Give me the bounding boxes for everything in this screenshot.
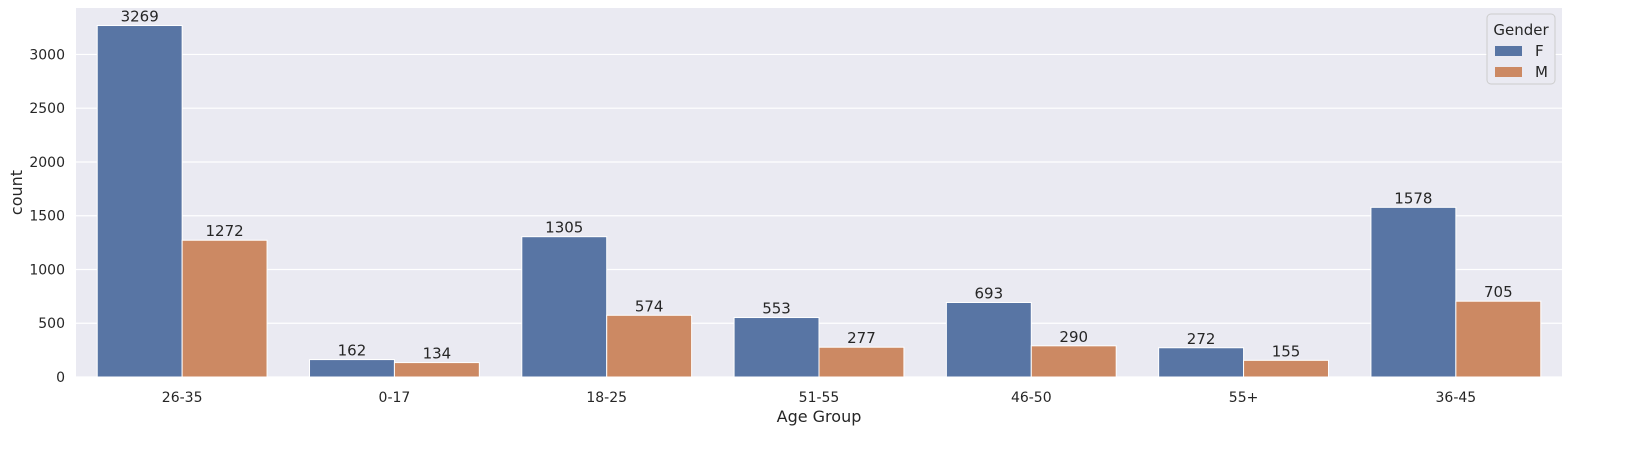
- x-tick-label: 26-35: [162, 390, 203, 406]
- bar: [733, 317, 820, 378]
- y-tick-label: 1500: [29, 209, 65, 225]
- bar: [1243, 359, 1329, 378]
- bar: [181, 239, 268, 378]
- y-axis-label: count: [7, 170, 26, 215]
- y-tick-label: 2000: [29, 155, 65, 171]
- x-tick-label: 51-55: [799, 390, 840, 406]
- y-tick-label: 500: [38, 316, 65, 332]
- x-tick-label: 46-50: [1011, 390, 1052, 406]
- bar: [606, 314, 693, 378]
- legend-items: FM: [1495, 42, 1548, 81]
- bar-value-label: 290: [1059, 328, 1088, 346]
- bar-value-label: 705: [1484, 283, 1513, 301]
- bar-value-label: 693: [975, 284, 1004, 302]
- y-tick-label: 1000: [29, 262, 65, 278]
- y-tick-label: 2500: [29, 101, 65, 117]
- y-tick-label: 3000: [29, 47, 65, 63]
- bars: [96, 25, 1542, 378]
- plot-area: [76, 8, 1562, 377]
- bar-value-label: 134: [423, 345, 452, 363]
- bar: [818, 346, 905, 378]
- bar: [309, 359, 395, 378]
- y-tick-label: 0: [56, 370, 65, 386]
- legend-label: M: [1535, 63, 1548, 81]
- bar-value-label: 162: [338, 342, 367, 360]
- bar-value-label: 277: [847, 329, 876, 347]
- bar-value-label: 1305: [545, 219, 583, 237]
- bar-value-label: 3269: [121, 8, 159, 26]
- bar-value-label: 1272: [206, 222, 244, 240]
- bar-value-label: 553: [762, 300, 791, 318]
- legend-title: Gender: [1493, 21, 1549, 39]
- x-axis-label: Age Group: [777, 407, 862, 426]
- bar: [1370, 206, 1457, 378]
- legend-swatch: [1495, 67, 1522, 77]
- bar: [1158, 347, 1245, 378]
- bar-value-label: 574: [635, 297, 664, 315]
- bar-value-label: 272: [1187, 330, 1216, 348]
- bar-labels: 3269 1272 162 134 1305 574 553 277 693 290 272 155 1…: [121, 8, 1513, 363]
- x-axis-ticks: 26-35 0-17 18-25 51-55 46-50 55+ 36-45: [162, 390, 1476, 406]
- legend: Gender FM: [1486, 13, 1556, 85]
- bar: [393, 362, 480, 378]
- x-tick-label: 0-17: [379, 390, 411, 406]
- bar-value-label: 1578: [1394, 189, 1432, 207]
- bar: [521, 236, 608, 378]
- legend-swatch: [1495, 46, 1522, 56]
- bar: [1455, 300, 1542, 378]
- x-tick-label: 36-45: [1436, 390, 1477, 406]
- x-tick-label: 18-25: [586, 390, 627, 406]
- x-tick-label: 55+: [1229, 390, 1259, 406]
- bar: [945, 301, 1032, 378]
- bar-value-label: 155: [1272, 342, 1301, 360]
- bar: [96, 25, 183, 378]
- legend-label: F: [1535, 42, 1544, 60]
- bar: [1030, 345, 1117, 378]
- y-axis-ticks: 0 500 1000 1500 2000 2500 3000: [29, 47, 65, 386]
